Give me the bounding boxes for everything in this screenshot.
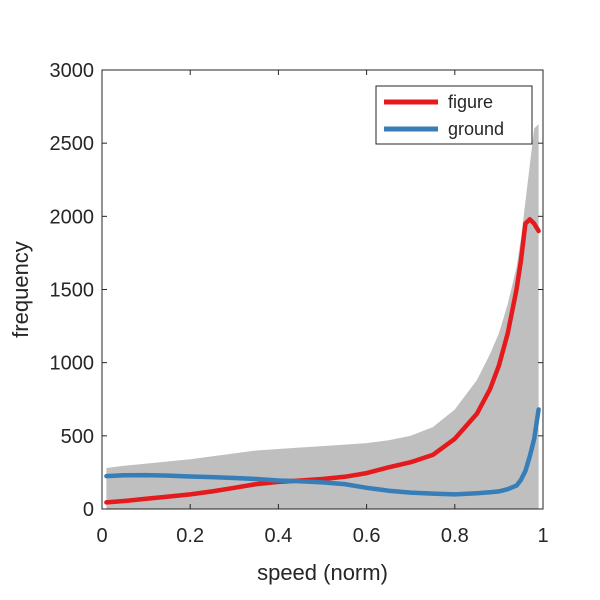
y-tick-label: 0 — [83, 499, 94, 521]
data-point-figure — [532, 221, 536, 226]
data-point-ground — [528, 454, 532, 459]
variability-band — [106, 124, 539, 509]
legend-item-figure: figure — [384, 92, 493, 112]
data-point-figure — [342, 475, 347, 479]
data-point-figure — [488, 387, 492, 391]
data-point-figure — [188, 492, 192, 497]
data-point-ground — [232, 476, 237, 480]
data-point-figure — [514, 287, 519, 292]
data-point-figure — [166, 494, 170, 499]
x-axis-label: speed (norm) — [257, 560, 388, 585]
data-point-ground — [519, 477, 523, 482]
series-layer — [104, 217, 541, 505]
y-axis-label: frequency — [8, 241, 33, 338]
legend-label-ground: ground — [448, 119, 504, 139]
data-point-figure — [386, 465, 391, 470]
data-point-ground — [431, 491, 435, 496]
x-tick-label: 0 — [96, 525, 107, 547]
legend-label-figure: figure — [448, 92, 493, 112]
data-point-figure — [431, 453, 435, 457]
data-point-ground — [408, 490, 413, 495]
data-point-figure — [254, 482, 259, 486]
data-point-figure — [210, 489, 215, 494]
data-point-ground — [104, 474, 109, 478]
legend: figure ground — [375, 85, 533, 145]
data-point-figure — [232, 486, 237, 490]
data-point-ground — [122, 473, 126, 478]
y-tick-label: 1500 — [50, 280, 95, 302]
data-point-ground — [210, 475, 215, 479]
data-point-ground — [188, 474, 192, 479]
y-tick-label: 3000 — [50, 60, 95, 82]
data-point-ground — [523, 469, 528, 473]
data-point-figure — [536, 229, 541, 233]
data-point-ground — [532, 437, 536, 441]
data-point-ground — [276, 478, 281, 483]
x-tick-label: 0.8 — [441, 525, 469, 547]
x-tick-label: 0.4 — [264, 525, 292, 547]
y-tick-label: 2500 — [50, 133, 95, 155]
data-point-figure — [523, 221, 528, 226]
data-point-ground — [364, 486, 369, 490]
legend-item-ground: ground — [384, 119, 504, 139]
y-tick-label: 2000 — [50, 206, 95, 228]
data-point-ground — [298, 479, 303, 484]
data-point-figure — [122, 499, 126, 503]
data-point-ground — [166, 473, 170, 478]
x-tick-label: 0.6 — [353, 525, 381, 547]
data-point-figure — [144, 497, 148, 501]
data-point-figure — [364, 471, 369, 475]
data-point-ground — [320, 480, 325, 485]
data-point-ground — [475, 491, 479, 496]
data-point-ground — [342, 482, 347, 486]
data-point-figure — [497, 363, 501, 368]
data-point-ground — [488, 490, 492, 495]
variability-band-layer — [106, 124, 539, 509]
x-tick-label: 0.2 — [176, 525, 204, 547]
data-point-figure — [505, 331, 510, 336]
x-axis: 0 0.2 0.4 0.6 0.8 1 — [96, 70, 549, 547]
data-point-ground — [386, 488, 391, 493]
x-tick-label: 1 — [537, 525, 548, 547]
data-point-ground — [497, 489, 501, 494]
data-point-figure — [519, 258, 523, 263]
data-point-figure — [475, 412, 479, 416]
data-point-figure — [453, 437, 457, 441]
data-point-figure — [104, 500, 109, 505]
data-point-figure — [320, 477, 325, 481]
data-point-ground — [536, 407, 541, 412]
data-point-ground — [254, 477, 259, 481]
data-point-figure — [408, 460, 413, 465]
data-point-ground — [514, 483, 519, 488]
data-point-ground — [505, 487, 510, 492]
data-point-ground — [144, 473, 148, 477]
data-point-figure — [528, 217, 532, 222]
y-tick-label: 1000 — [50, 353, 95, 375]
y-axis: 0 500 1000 1500 2000 2500 3000 — [50, 60, 543, 521]
legend-box — [375, 85, 533, 145]
y-tick-label: 500 — [61, 426, 94, 448]
data-point-ground — [453, 492, 457, 497]
